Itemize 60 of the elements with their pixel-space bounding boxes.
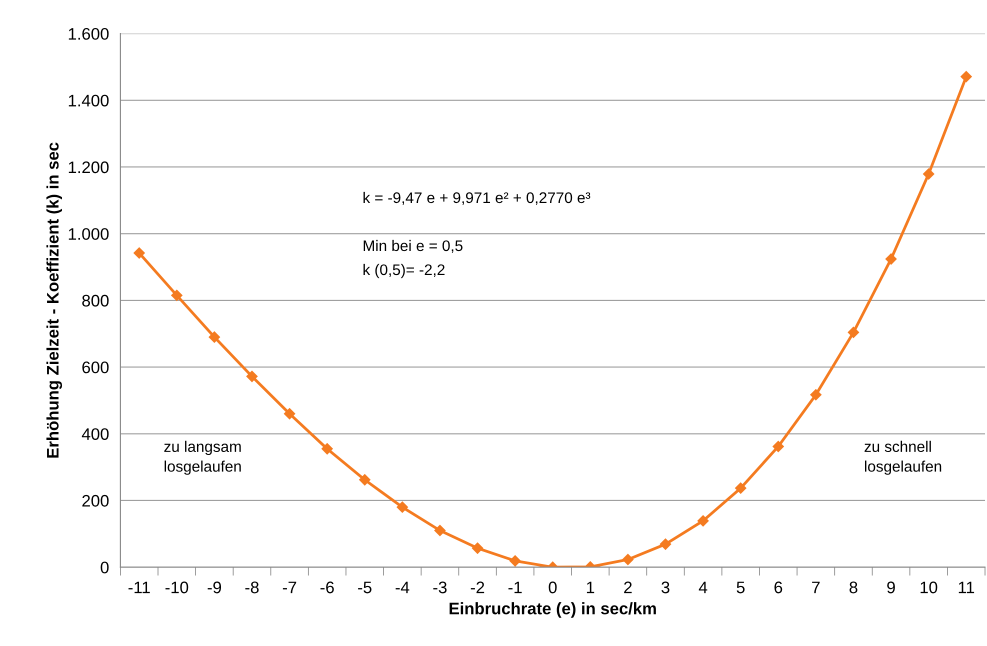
x-tick-label: -10 xyxy=(166,582,188,594)
x-tick-label: 0 xyxy=(548,582,557,594)
point xyxy=(923,168,934,180)
y-tick-label: 400 xyxy=(82,428,109,440)
x-tick-label: -3 xyxy=(433,582,447,594)
point xyxy=(434,524,446,536)
point xyxy=(284,408,296,420)
y-tick-label: 1.000 xyxy=(68,228,109,240)
x-tick-label: 3 xyxy=(661,582,670,594)
x-tick-label: -11 xyxy=(128,582,150,594)
x-tick-label: 11 xyxy=(958,582,974,594)
annotation: k (0,5)= -2,2 xyxy=(364,264,445,278)
x-tick-label: -6 xyxy=(320,582,334,594)
y-tick-label: 0 xyxy=(100,562,109,574)
point xyxy=(472,542,484,554)
x-axis-title: Einbruchrate (e) in sec/km xyxy=(450,602,656,618)
x-tick-label: 10 xyxy=(920,582,938,594)
x-tick-label: 8 xyxy=(850,582,858,594)
x-tick-label: 7 xyxy=(812,582,820,594)
annotation: zu langsam losgelaufen xyxy=(164,440,241,475)
x-tick-label: -1 xyxy=(508,582,522,594)
y-tick-label: 1.200 xyxy=(68,161,109,174)
y-tick-label: 1.600 xyxy=(68,28,109,40)
y-tick-label: 600 xyxy=(82,361,109,374)
point xyxy=(772,440,784,452)
point xyxy=(396,502,408,513)
point xyxy=(322,443,333,454)
y-tick-label: 200 xyxy=(82,494,109,507)
point xyxy=(246,370,258,382)
x-tick-label: -9 xyxy=(208,582,222,594)
x-tick-label: 5 xyxy=(736,582,745,594)
point xyxy=(134,247,145,259)
x-tick-label: -7 xyxy=(282,582,296,594)
y-tick-label: 1.400 xyxy=(68,94,109,106)
y-tick-label: 800 xyxy=(82,294,109,307)
y-axis-title: Erhöhung Zielzeit - Koeffizient (k) in sec xyxy=(46,142,62,458)
annotation: k = -9,47 e + 9,971 e² + 0,2770 e³ xyxy=(364,192,590,205)
point xyxy=(510,555,521,566)
point xyxy=(810,389,822,400)
x-tick-label: 1 xyxy=(586,582,594,594)
annotation: Min bei e = 0,5 xyxy=(364,240,463,253)
x-tick-label: 9 xyxy=(887,582,895,594)
point xyxy=(848,326,860,338)
point xyxy=(960,71,972,82)
point xyxy=(697,515,709,526)
x-tick-label: 6 xyxy=(774,582,782,594)
x-tick-label: -5 xyxy=(358,582,372,594)
point xyxy=(171,290,182,301)
x-tick-label: -2 xyxy=(470,582,484,594)
point xyxy=(660,538,672,550)
x-tick-label: -4 xyxy=(396,582,410,594)
x-tick-label: 4 xyxy=(698,582,708,594)
point xyxy=(885,253,897,265)
point xyxy=(208,331,220,343)
point xyxy=(622,554,634,566)
annotation: zu schnell losgelaufen xyxy=(864,440,942,475)
point xyxy=(735,482,746,494)
x-tick-label: 2 xyxy=(624,582,632,594)
x-tick-label: -8 xyxy=(245,582,259,594)
point xyxy=(359,474,370,486)
